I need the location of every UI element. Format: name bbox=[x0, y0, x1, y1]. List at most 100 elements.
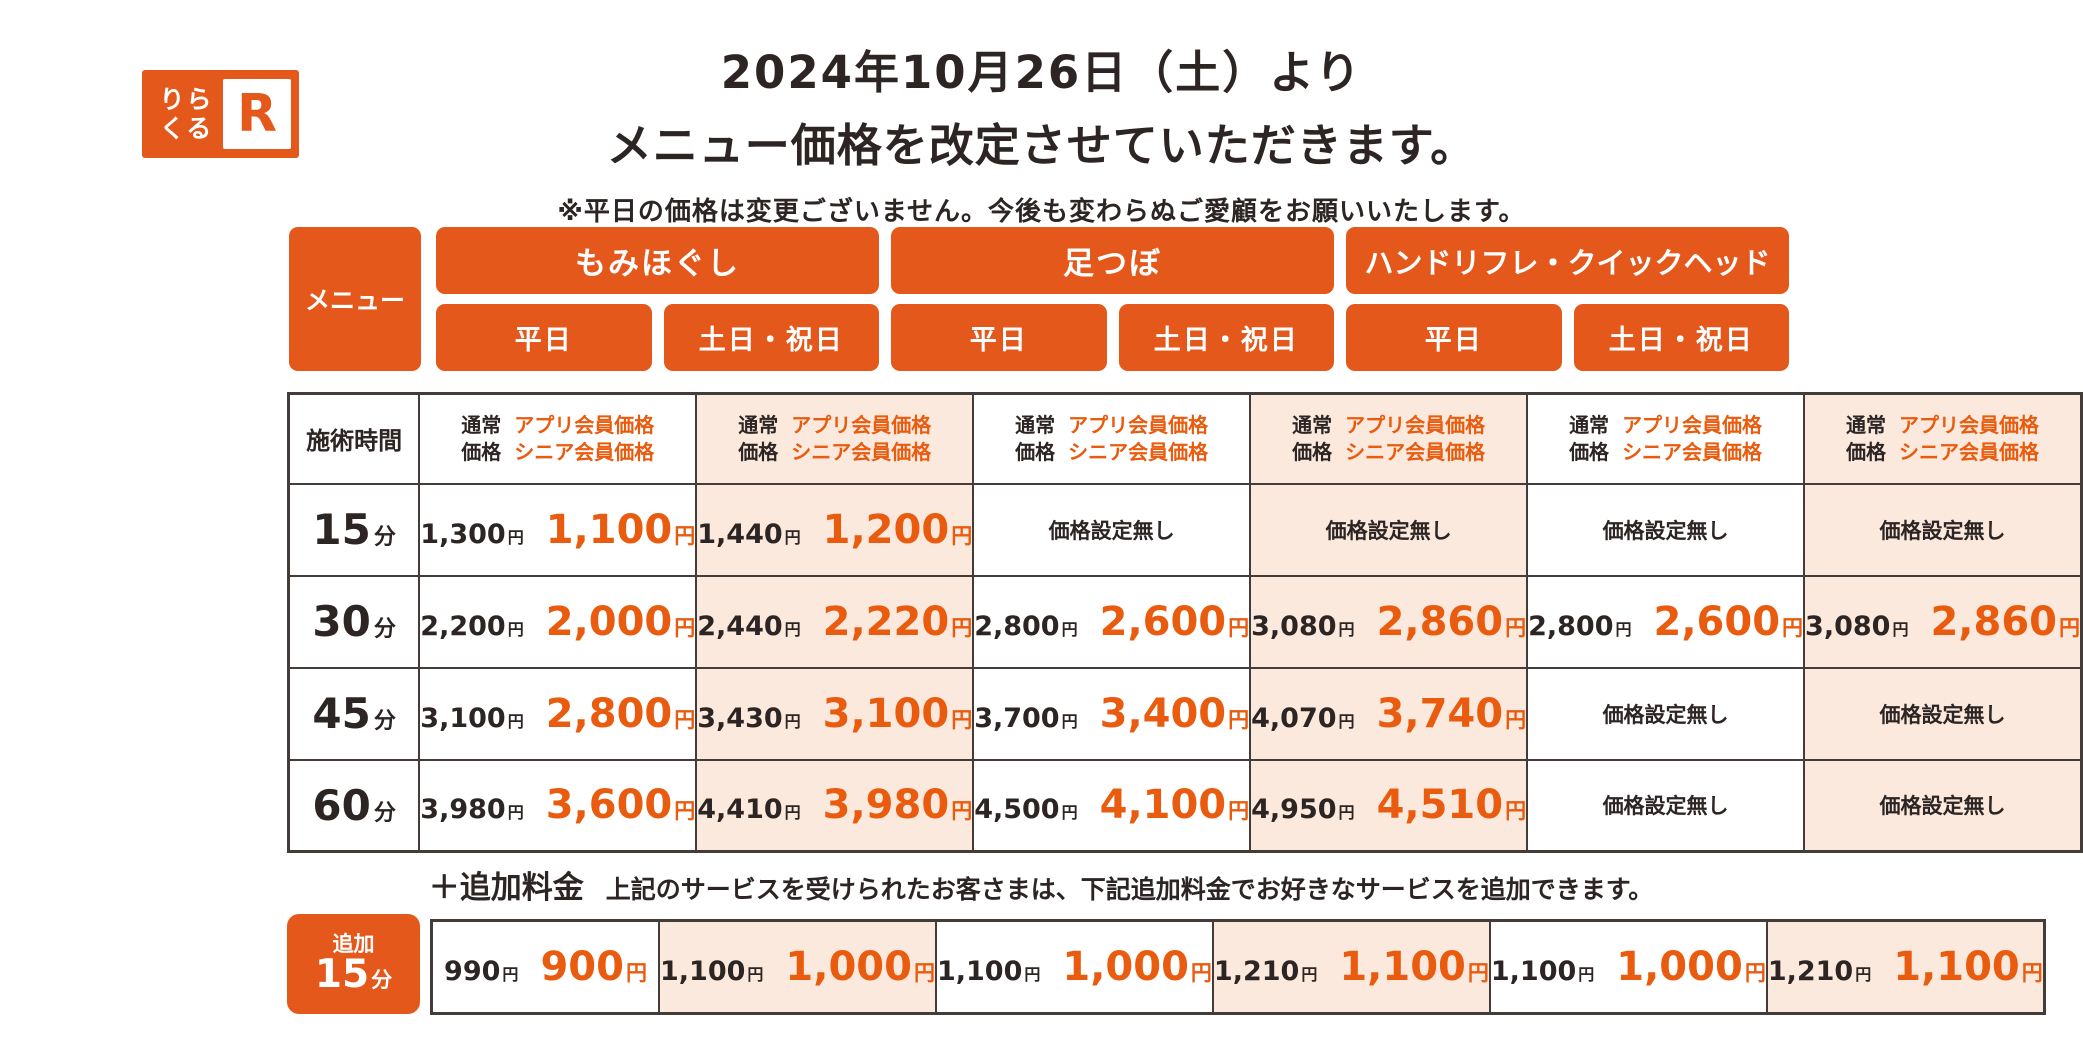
logo-text-line1: りら bbox=[159, 84, 214, 114]
no-price-cell: 価格設定無し bbox=[1249, 482, 1529, 577]
addon-15min-header: 追加 15 分 bbox=[287, 914, 420, 1014]
no-price-cell: 価格設定無し bbox=[972, 482, 1252, 577]
price-column-header: 通常 価格 アプリ会員価格 シニア会員価格 bbox=[972, 392, 1252, 485]
no-price-cell: 価格設定無し bbox=[1526, 666, 1806, 761]
member-price: 3,400円 bbox=[1099, 690, 1250, 737]
member-price: 2,600円 bbox=[1653, 598, 1804, 645]
normal-price: 4,070 円 bbox=[1251, 702, 1355, 734]
table-header-band: メニュー もみほぐし 足つぼ ハンドリフレ・クイックヘッド 平日 土日・祝日 平… bbox=[287, 227, 1795, 371]
table-row-60min: 60 分 3,980 円 3,600円 4,410 円 3,980円 4,500 円 4… bbox=[287, 758, 2083, 853]
price-column-header: 通常 価格 アプリ会員価格 シニア会員価格 bbox=[1803, 392, 2083, 485]
price-table: 施術時間 通常 価格 アプリ会員価格 シニア会員価格 通常 価格 アプリ会員価格 シニア… bbox=[287, 392, 2083, 853]
price-cell: 1,210 円 1,100円 bbox=[1765, 919, 2046, 1015]
normal-price: 990 円 bbox=[444, 956, 519, 987]
normal-price: 1,300 円 bbox=[420, 518, 524, 550]
normal-price: 2,800 円 bbox=[1528, 610, 1632, 642]
no-price-cell: 価格設定無し bbox=[1803, 482, 2083, 577]
normal-price: 4,410 円 bbox=[697, 794, 801, 826]
price-cell: 1,100 円 1,000円 bbox=[934, 919, 1214, 1015]
member-price: 3,740円 bbox=[1376, 690, 1527, 737]
no-price-cell: 価格設定無し bbox=[1526, 482, 1806, 577]
duration-label: 60 分 bbox=[312, 780, 396, 830]
member-price: 4,100円 bbox=[1099, 782, 1250, 829]
title-date-line: 2024年10月26日（土）より bbox=[720, 46, 1363, 99]
normal-price: 2,200 円 bbox=[420, 610, 524, 642]
member-price: 2,600円 bbox=[1099, 598, 1250, 645]
price-cell: 4,070 円 3,740円 bbox=[1249, 666, 1529, 761]
normal-price: 3,080 円 bbox=[1805, 610, 1909, 642]
service-header-handrefle: ハンドリフレ・クイックヘッド bbox=[1346, 227, 1789, 294]
member-price: 2,860円 bbox=[1930, 598, 2080, 645]
menu-header-cell: メニュー bbox=[289, 227, 421, 371]
service-header-ashitsubo: 足つぼ bbox=[891, 227, 1334, 294]
member-price: 1,100円 bbox=[545, 506, 696, 553]
price-cell: 4,500 円 4,100円 bbox=[972, 758, 1252, 853]
price-cell: 1,100 円 1,000円 bbox=[658, 919, 937, 1015]
member-price: 900円 bbox=[540, 944, 647, 990]
day-header-weekend-2: 土日・祝日 bbox=[1118, 304, 1334, 371]
price-cell: 2,800 円 2,600円 bbox=[1526, 574, 1806, 669]
price-cell: 3,430 円 3,100円 bbox=[695, 666, 975, 761]
price-cell: 2,800 円 2,600円 bbox=[972, 574, 1252, 669]
addon-plus-label: ＋追加料金 bbox=[428, 870, 584, 906]
member-price: 1,000円 bbox=[1062, 944, 1212, 990]
addon-description: 上記のサービスを受けられたお客さまは、下記追加料金でお好きなサービスを追加できま… bbox=[605, 875, 1654, 904]
member-price: 1,100円 bbox=[1893, 944, 2043, 990]
table-row-30min: 30 分 2,200 円 2,000円 2,440 円 2,220円 2,800 円 2… bbox=[287, 574, 2083, 669]
rirakuru-logo: りら くる R bbox=[142, 70, 299, 158]
normal-price: 3,080 円 bbox=[1251, 610, 1355, 642]
price-cell: 1,300 円 1,100円 bbox=[418, 482, 698, 577]
price-cell: 990 円 900円 bbox=[430, 919, 660, 1015]
no-price-cell: 価格設定無し bbox=[1803, 758, 2083, 853]
price-cell: 3,080 円 2,860円 bbox=[1803, 574, 2083, 669]
member-price: 4,510円 bbox=[1376, 782, 1527, 829]
logo-text: りら くる bbox=[150, 84, 223, 143]
day-header-weekday-3: 平日 bbox=[1346, 304, 1562, 371]
member-price: 3,600円 bbox=[545, 782, 696, 829]
price-column-header: 通常 価格 アプリ会員価格 シニア会員価格 bbox=[418, 392, 698, 485]
normal-price: 1,210 円 bbox=[1213, 956, 1318, 987]
price-cell: 1,210 円 1,100円 bbox=[1211, 919, 1491, 1015]
price-cell: 2,440 円 2,220円 bbox=[695, 574, 975, 669]
price-cell: 4,950 円 4,510円 bbox=[1249, 758, 1529, 853]
member-price: 1,000円 bbox=[1616, 944, 1766, 990]
title-main-line: メニュー価格を改定させていただきます。 bbox=[606, 119, 1477, 172]
normal-price: 1,210 円 bbox=[1767, 956, 1872, 987]
column-header-row: 施術時間 通常 価格 アプリ会員価格 シニア会員価格 通常 価格 アプリ会員価格 シニア… bbox=[287, 392, 2083, 485]
member-price: 1,100円 bbox=[1339, 944, 1489, 990]
title-subnote: ※平日の価格は変更ございません。今後も変わらぬご愛顧をお願いいたします。 bbox=[557, 197, 1526, 227]
member-price: 1,200円 bbox=[822, 506, 973, 553]
day-header-weekend-3: 土日・祝日 bbox=[1573, 304, 1789, 371]
member-price: 2,800円 bbox=[545, 690, 696, 737]
duration-label: 15 分 bbox=[312, 505, 396, 554]
member-price: 1,000円 bbox=[785, 944, 935, 990]
normal-price: 2,800 円 bbox=[974, 610, 1078, 642]
logo-r-mark: R bbox=[223, 79, 291, 149]
normal-price: 3,700 円 bbox=[974, 702, 1078, 734]
day-header-weekday-1: 平日 bbox=[436, 304, 652, 371]
price-cell: 3,700 円 3,400円 bbox=[972, 666, 1252, 761]
price-cell: 3,080 円 2,860円 bbox=[1249, 574, 1529, 669]
day-header-weekend-1: 土日・祝日 bbox=[663, 304, 879, 371]
normal-price: 3,980 円 bbox=[420, 794, 524, 826]
normal-price: 1,100 円 bbox=[1490, 956, 1595, 987]
table-row-15min: 15 分 1,300 円 1,100円 1,440 円 1,200円 価格設定無し 価… bbox=[287, 482, 2083, 577]
normal-price: 2,440 円 bbox=[697, 610, 801, 642]
normal-price: 1,440 円 bbox=[697, 518, 801, 550]
normal-price: 3,100 円 bbox=[420, 702, 524, 734]
member-price: 2,220円 bbox=[822, 598, 973, 645]
price-column-header: 通常 価格 アプリ会員価格 シニア会員価格 bbox=[1249, 392, 1529, 485]
table-row-45min: 45 分 3,100 円 2,800円 3,430 円 3,100円 3,700 円 3… bbox=[287, 666, 2083, 761]
logo-text-line2: くる bbox=[159, 114, 214, 143]
normal-price: 3,430 円 bbox=[697, 702, 801, 734]
member-price: 3,980円 bbox=[822, 782, 973, 829]
normal-price: 4,500 円 bbox=[974, 794, 1078, 826]
price-cell: 1,440 円 1,200円 bbox=[695, 482, 975, 577]
day-header-weekday-2: 平日 bbox=[891, 304, 1107, 371]
time-column-header: 施術時間 bbox=[306, 427, 403, 456]
duration-label: 45 分 bbox=[312, 689, 396, 738]
normal-price: 1,100 円 bbox=[936, 956, 1041, 987]
member-price: 3,100円 bbox=[822, 690, 973, 737]
addon-price-row: 990 円 900円 1,100 円 1,000円 1,100 円 1,000円 1,… bbox=[430, 919, 2046, 1015]
